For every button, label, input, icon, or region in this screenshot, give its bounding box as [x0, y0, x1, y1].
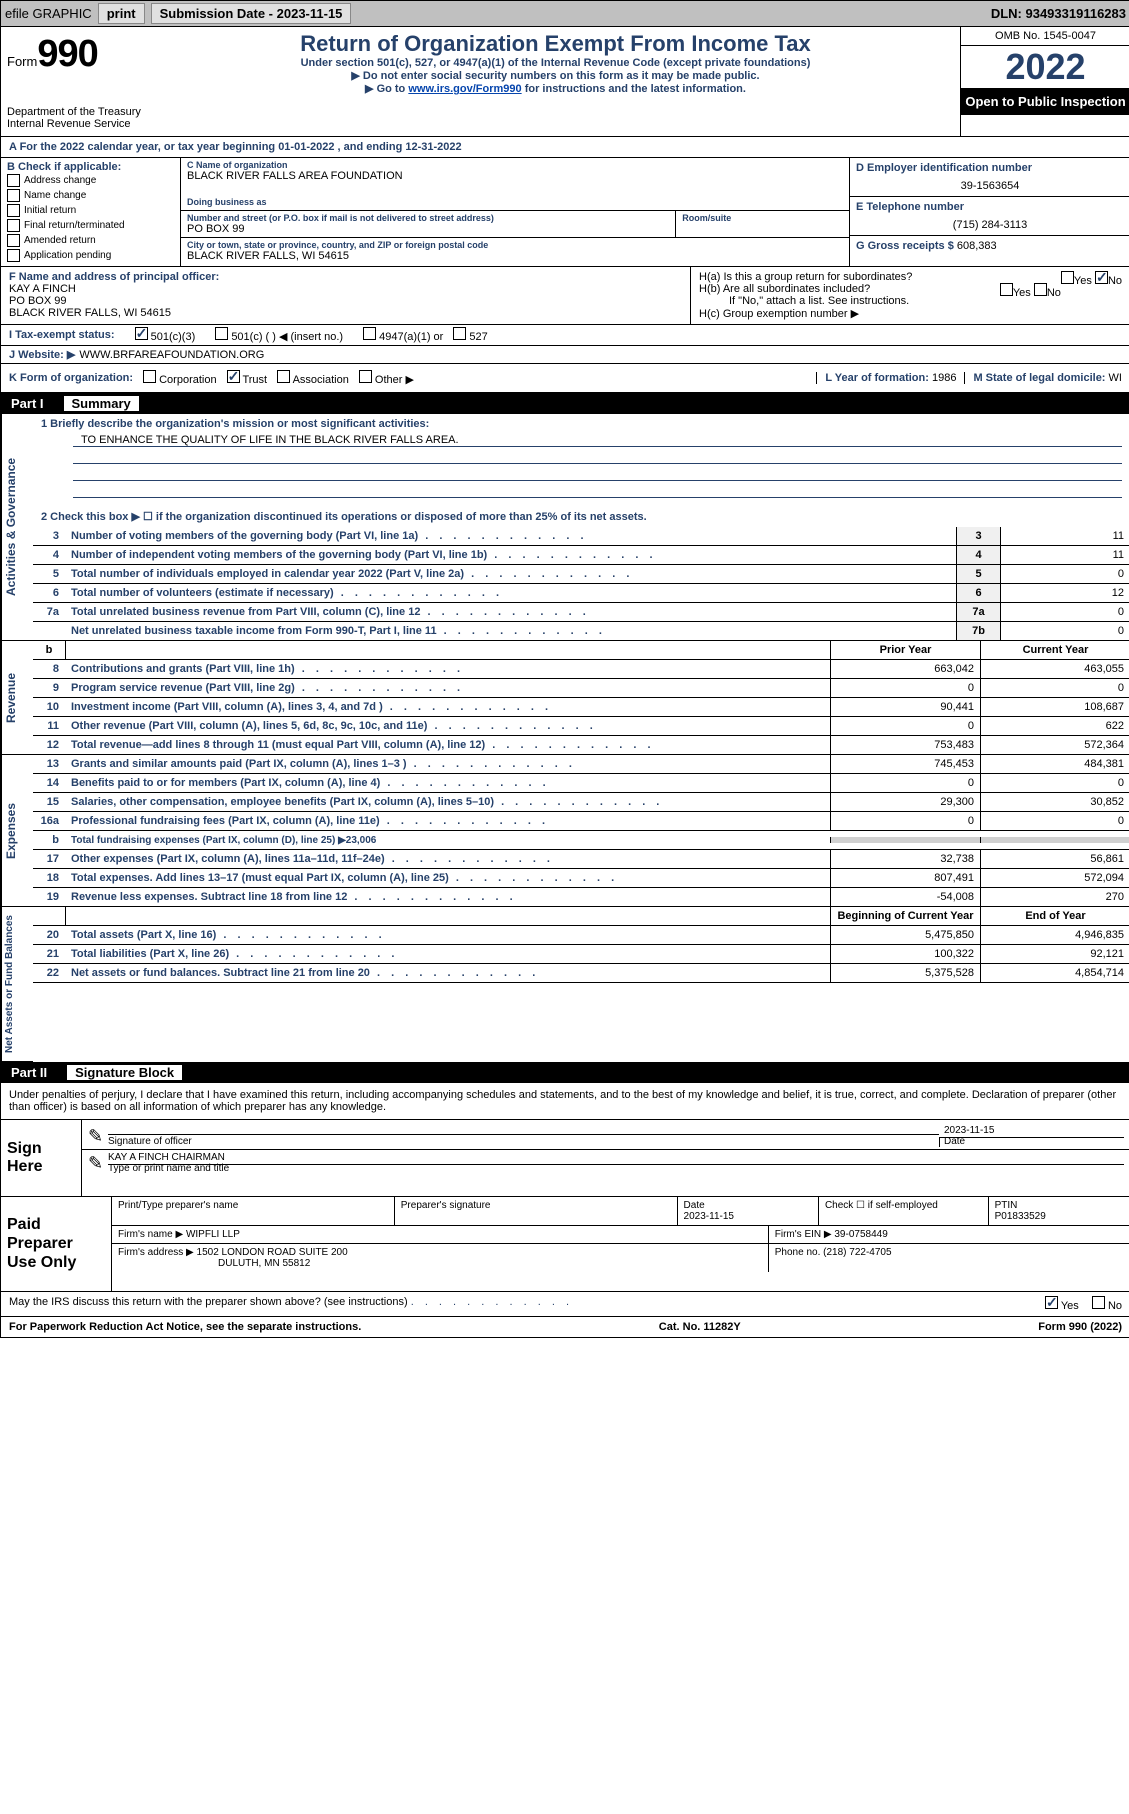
section-b: B Check if applicable: Address change Na…	[1, 158, 181, 266]
summary-line: 20Total assets (Part X, line 16)5,475,85…	[33, 926, 1129, 945]
form-sub1: Under section 501(c), 527, or 4947(a)(1)…	[159, 57, 952, 69]
section-c: C Name of organization BLACK RIVER FALLS…	[181, 158, 850, 266]
checkbox-pending[interactable]	[7, 249, 20, 262]
checkbox-address[interactable]	[7, 174, 20, 187]
vlabel-expenses: Expenses	[1, 755, 33, 907]
summary-line: 8Contributions and grants (Part VIII, li…	[33, 660, 1129, 679]
blank-line	[73, 485, 1122, 498]
summary-line: 11Other revenue (Part VIII, column (A), …	[33, 717, 1129, 736]
tax-status-line: I Tax-exempt status: 501(c)(3) 501(c) ( …	[1, 325, 1129, 346]
section-d: D Employer identification number 39-1563…	[850, 158, 1129, 266]
cb-other[interactable]	[359, 370, 372, 383]
section-f: F Name and address of principal officer:…	[1, 267, 690, 324]
section-h: H(a) Is this a group return for subordin…	[690, 267, 1129, 324]
summary-line: 9Program service revenue (Part VIII, lin…	[33, 679, 1129, 698]
hb-yes[interactable]	[1000, 283, 1013, 296]
phone: (715) 284-3113	[856, 219, 1124, 231]
summary-line: 21Total liabilities (Part X, line 26)100…	[33, 945, 1129, 964]
submission-date-box: Submission Date - 2023-11-15	[151, 3, 352, 24]
form-title: Return of Organization Exempt From Incom…	[159, 31, 952, 57]
irs-link[interactable]: www.irs.gov/Form990	[408, 83, 521, 95]
blank-line	[73, 468, 1122, 481]
col-begin: Beginning of Current Year	[830, 907, 980, 925]
hb-no[interactable]	[1034, 283, 1047, 296]
summary-line: 22Net assets or fund balances. Subtract …	[33, 964, 1129, 983]
vlabel-governance: Activities & Governance	[1, 414, 33, 641]
ha-yes[interactable]	[1061, 271, 1074, 284]
dln-label: DLN: 93493319116283	[991, 6, 1126, 21]
form-sub2: ▶ Do not enter social security numbers o…	[159, 69, 952, 82]
form-sub3: ▶ Go to www.irs.gov/Form990 for instruct…	[159, 82, 952, 95]
tax-year: 2022	[961, 46, 1129, 88]
checkbox-name[interactable]	[7, 189, 20, 202]
discuss-yes[interactable]	[1045, 1296, 1058, 1309]
summary-line: 3Number of voting members of the governi…	[33, 527, 1129, 546]
cb-501c[interactable]	[215, 327, 228, 340]
summary-line: 10Investment income (Part VIII, column (…	[33, 698, 1129, 717]
paid-preparer: Paid Preparer Use Only Print/Type prepar…	[1, 1197, 1129, 1292]
cb-4947[interactable]	[363, 327, 376, 340]
footer: For Paperwork Reduction Act Notice, see …	[1, 1317, 1129, 1337]
form-number: Form990	[7, 33, 145, 76]
summary-line: 19Revenue less expenses. Subtract line 1…	[33, 888, 1129, 907]
org-city: BLACK RIVER FALLS, WI 54615	[187, 250, 843, 262]
open-public: Open to Public Inspection	[961, 88, 1129, 115]
declaration: Under penalties of perjury, I declare th…	[1, 1083, 1129, 1120]
summary-line: 5Total number of individuals employed in…	[33, 565, 1129, 584]
cb-501c3[interactable]	[135, 327, 148, 340]
omb-label: OMB No. 1545-0047	[961, 27, 1129, 46]
org-name: BLACK RIVER FALLS AREA FOUNDATION	[187, 170, 843, 182]
part1-header: Part I Summary	[1, 393, 1129, 414]
top-bar: efile GRAPHIC print Submission Date - 20…	[1, 1, 1129, 27]
sign-here: Sign Here ✎ Signature of officer 2023-11…	[1, 1120, 1129, 1197]
cb-corp[interactable]	[143, 370, 156, 383]
summary-line: 6Total number of volunteers (estimate if…	[33, 584, 1129, 603]
col-prior: Prior Year	[830, 641, 980, 659]
summary-line: 14Benefits paid to or for members (Part …	[33, 774, 1129, 793]
checkbox-final[interactable]	[7, 219, 20, 232]
website-url: WWW.BRFAREAFOUNDATION.ORG	[79, 349, 264, 361]
dept-label: Department of the Treasury	[7, 106, 145, 118]
org-address: PO BOX 99	[187, 223, 669, 235]
summary-line: 15Salaries, other compensation, employee…	[33, 793, 1129, 812]
cb-527[interactable]	[453, 327, 466, 340]
cb-trust[interactable]	[227, 370, 240, 383]
blank-line	[73, 451, 1122, 464]
line-a: A For the 2022 calendar year, or tax yea…	[1, 137, 1129, 158]
summary-line: 4Number of independent voting members of…	[33, 546, 1129, 565]
website-line: J Website: ▶ WWW.BRFAREAFOUNDATION.ORG	[1, 346, 1129, 364]
vlabel-revenue: Revenue	[1, 641, 33, 755]
print-button[interactable]: print	[98, 3, 145, 24]
discuss-line: May the IRS discuss this return with the…	[1, 1292, 1129, 1317]
form-header: Form990 Department of the Treasury Inter…	[1, 27, 1129, 137]
col-end: End of Year	[980, 907, 1129, 925]
efile-label: efile GRAPHIC	[5, 6, 92, 21]
summary-line: 16aProfessional fundraising fees (Part I…	[33, 812, 1129, 831]
ein: 39-1563654	[856, 180, 1124, 192]
vlabel-netassets: Net Assets or Fund Balances	[1, 907, 33, 1062]
summary-line: Net unrelated business taxable income fr…	[33, 622, 1129, 641]
summary-line: 17Other expenses (Part IX, column (A), l…	[33, 850, 1129, 869]
summary-line: 12Total revenue—add lines 8 through 11 (…	[33, 736, 1129, 755]
col-current: Current Year	[980, 641, 1129, 659]
checkbox-amended[interactable]	[7, 234, 20, 247]
part2-header: Part II Signature Block	[1, 1062, 1129, 1083]
checkbox-initial[interactable]	[7, 204, 20, 217]
summary-line: 7aTotal unrelated business revenue from …	[33, 603, 1129, 622]
ha-no[interactable]	[1095, 271, 1108, 284]
summary-line: 13Grants and similar amounts paid (Part …	[33, 755, 1129, 774]
gross-receipts: 608,383	[957, 240, 997, 252]
line-klm: K Form of organization: Corporation Trus…	[1, 364, 1129, 393]
irs-label: Internal Revenue Service	[7, 118, 145, 130]
discuss-no[interactable]	[1092, 1296, 1105, 1309]
summary-line: 18Total expenses. Add lines 13–17 (must …	[33, 869, 1129, 888]
mission-text: TO ENHANCE THE QUALITY OF LIFE IN THE BL…	[73, 434, 1122, 447]
cb-assoc[interactable]	[277, 370, 290, 383]
